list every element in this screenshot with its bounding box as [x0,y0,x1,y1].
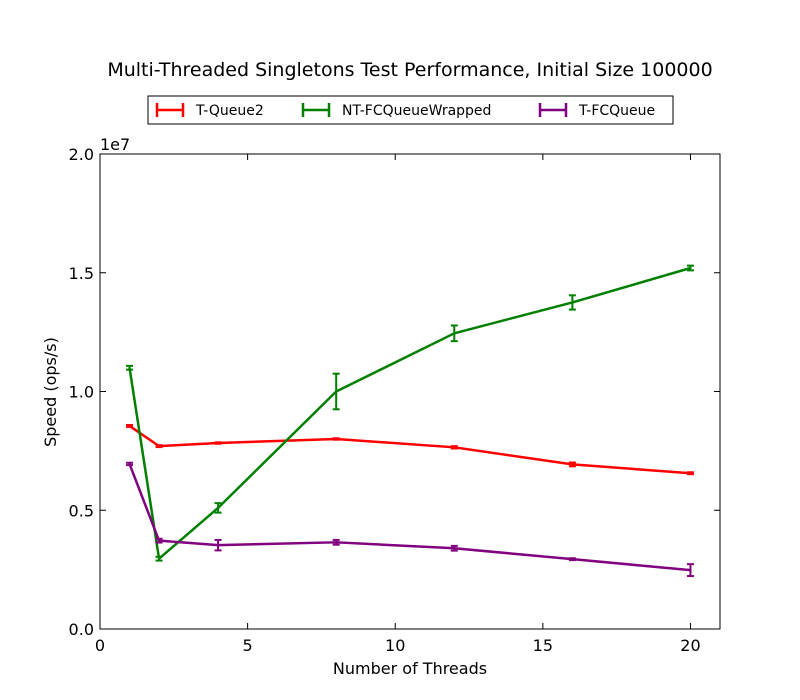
legend-box [147,95,674,125]
error-bar [450,445,458,450]
legend-entry: T-Queue2 [155,103,264,119]
error-bar [450,544,458,552]
y-tick-label: 0.0 [69,620,94,639]
plot-area [100,154,720,629]
y-tick-label: 1.5 [69,264,94,283]
error-bar [686,471,694,476]
error-bar [155,444,163,449]
error-bar [332,538,340,546]
y-axis-label: Speed (ops/s) [41,337,60,447]
x-tick-label: 10 [385,636,405,655]
y-tick-label: 0.5 [69,501,94,520]
error-bar [568,461,576,468]
chart-title: Multi-Threaded Singletons Test Performan… [107,59,712,81]
series-1 [126,264,694,562]
error-bar [568,557,576,562]
error-bar [126,364,134,371]
x-tick-label: 20 [680,636,700,655]
error-bar [686,264,694,272]
error-bar [214,538,222,552]
x-tick-label: 0 [95,636,105,655]
x-tick-label: 15 [533,636,553,655]
x-tick-label: 5 [243,636,253,655]
legend-label: T-Queue2 [195,103,264,119]
error-bar [214,441,222,445]
legend-entry: T-FCQueue [538,103,655,119]
error-bar [332,437,340,441]
error-bar [214,502,222,514]
legend-entry: NT-FCQueueWrapped [301,103,491,119]
error-bar [450,324,458,343]
y-offset-label: 1e7 [100,135,130,154]
y-tick-label: 1.0 [69,383,94,402]
legend-label: T-FCQueue [578,103,655,119]
legend: T-Queue2 NT-FCQueueWrapped T-FCQueue [147,95,674,125]
series-layer [126,264,694,578]
legend-label: NT-FCQueueWrapped [342,103,491,119]
series-0 [126,423,694,476]
ticks-layer: 0 5 10 15 20 0.0 0.5 1.0 1.5 2.0 [69,145,720,655]
error-bar [332,372,340,411]
error-bar [686,563,694,578]
error-bar [155,537,163,544]
error-bar [155,555,163,562]
error-bar [126,461,134,467]
error-bar [126,423,134,428]
error-bar [568,294,576,311]
y-tick-label: 2.0 [69,145,94,164]
x-axis-label: Number of Threads [333,659,487,678]
series-2 [126,461,694,578]
